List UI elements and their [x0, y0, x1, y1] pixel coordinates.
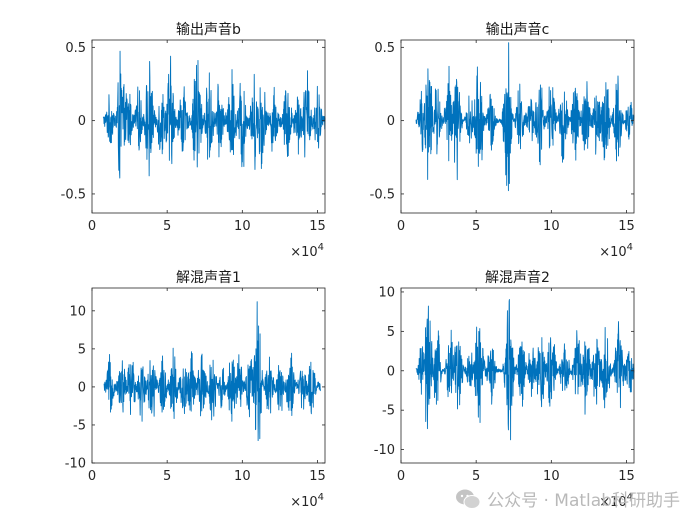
- x-tick-label: 5: [472, 219, 480, 234]
- y-tick-label: 5: [78, 342, 86, 357]
- y-tick-label: 10: [378, 285, 395, 300]
- signal-line: [415, 299, 635, 441]
- wechat-icon: [456, 489, 481, 509]
- axes-box: [400, 39, 635, 214]
- x-tick-label: 15: [618, 219, 635, 234]
- x-tick-label: 0: [88, 469, 96, 484]
- axes-box: [91, 287, 326, 464]
- y-tick-label: -0.5: [370, 187, 395, 202]
- x-tick-label: 0: [88, 219, 96, 234]
- x-tick-label: 10: [543, 219, 560, 234]
- axes-box: [400, 287, 635, 464]
- x-exponent-label: ×104: [290, 492, 324, 510]
- signal-line: [415, 42, 635, 192]
- y-tick-label: -5: [73, 418, 86, 433]
- chart-title: 解混声音1: [176, 269, 241, 286]
- x-tick-label: 0: [397, 219, 405, 234]
- chart-title: 解混声音2: [485, 269, 550, 286]
- y-tick-label: 0: [78, 114, 86, 129]
- y-tick-label: 0.5: [65, 41, 86, 56]
- x-tick-label: 0: [397, 469, 405, 484]
- signal-line: [102, 50, 326, 179]
- x-exponent-label: ×104: [290, 242, 324, 260]
- y-tick-label: 10: [69, 304, 86, 319]
- x-exponent-label: ×104: [599, 242, 633, 260]
- y-tick-label: 0.5: [374, 41, 395, 56]
- x-tick-label: 5: [472, 469, 480, 484]
- subplot-4: 0 5 10 15 -10 -5 0 5 10 解混声音2 ×104: [374, 269, 635, 510]
- y-tick-label: 5: [387, 325, 395, 340]
- y-tick-label: 0: [387, 114, 395, 129]
- x-tick-label: 15: [309, 469, 326, 484]
- y-tick-label: -10: [65, 457, 86, 472]
- chart-title: 输出声音c: [486, 21, 550, 38]
- x-tick-label: 5: [163, 469, 171, 484]
- y-tick-label: -5: [382, 404, 395, 419]
- y-tick-label: -0.5: [61, 187, 86, 202]
- y-tick-label: 0: [387, 364, 395, 379]
- x-tick-label: 10: [543, 469, 560, 484]
- y-tick-label: -10: [374, 443, 395, 458]
- y-tick-label: 0: [78, 380, 86, 395]
- x-tick-label: 15: [309, 219, 326, 234]
- x-tick-label: 10: [234, 219, 251, 234]
- subplot-1: 0 5 10 15 -0.5 0 0.5 输出声音b ×104: [61, 21, 326, 260]
- signal-line: [103, 301, 321, 442]
- subplot-3: 0 5 10 15 -10 -5 0 5 10 解混声音1 ×104: [65, 269, 326, 510]
- subplot-2: 0 5 10 15 -0.5 0 0.5 输出声音c ×104: [370, 21, 635, 260]
- x-tick-label: 5: [163, 219, 171, 234]
- watermark-text: 公众号 · Matlab科研助手: [487, 491, 680, 511]
- x-tick-label: 10: [234, 469, 251, 484]
- x-exponent-label: ×104: [599, 492, 633, 510]
- axes-box: [91, 39, 326, 214]
- watermark: 公众号 · Matlab科研助手: [455, 486, 680, 511]
- chart-title: 输出声音b: [176, 21, 241, 38]
- x-tick-label: 15: [618, 469, 635, 484]
